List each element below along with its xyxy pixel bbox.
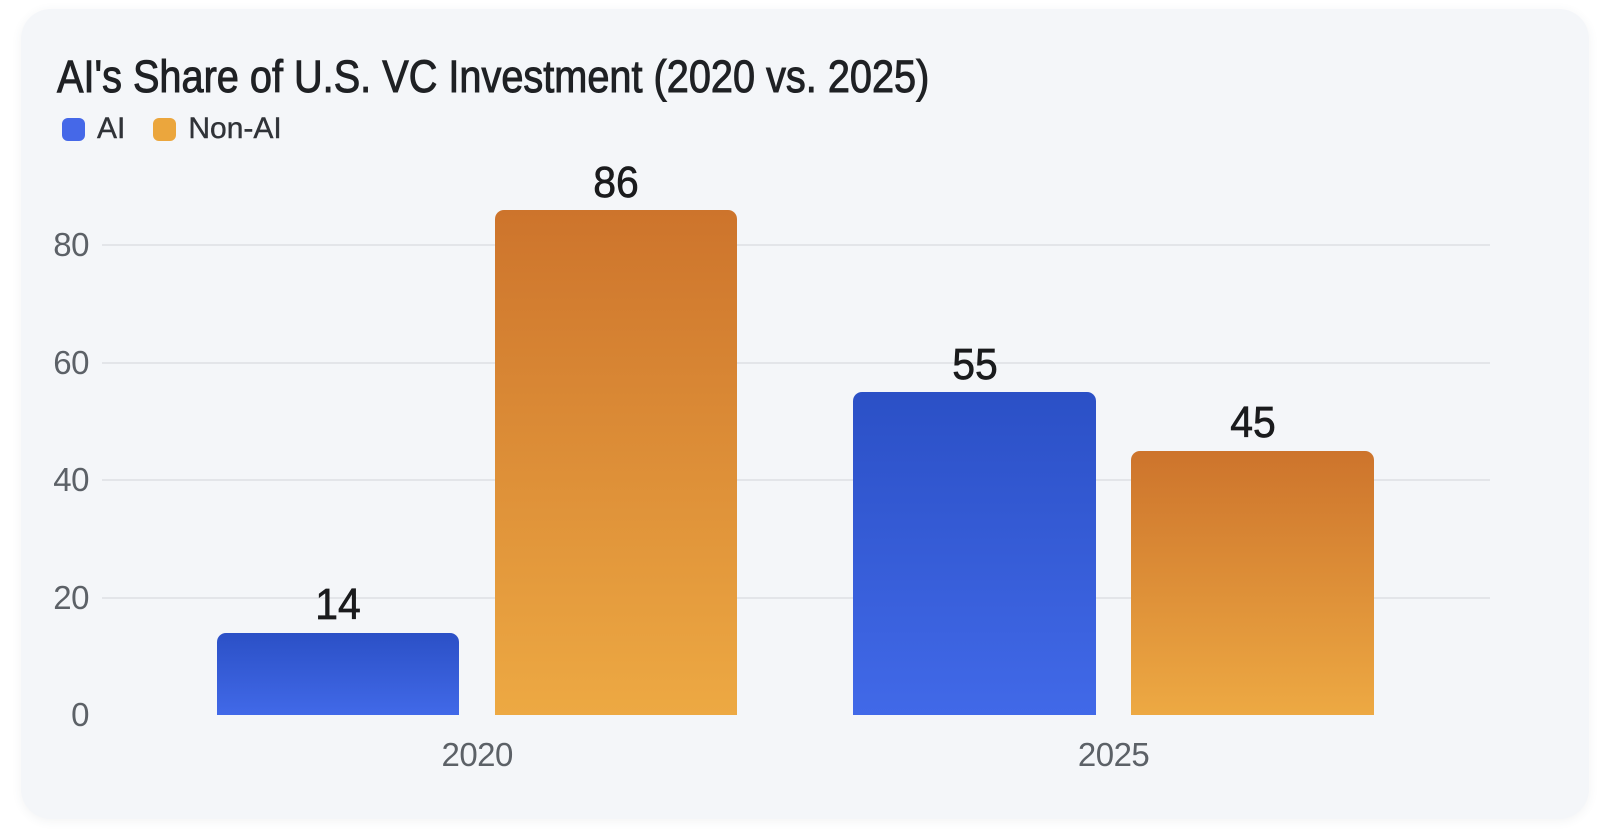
bar-non-ai-2025[interactable] xyxy=(1131,450,1374,715)
value-label-non-ai-2025: 45 xyxy=(1229,398,1276,448)
gridline-y80 xyxy=(102,244,1490,247)
legend-label: AI xyxy=(97,112,126,145)
legend-item-non-ai[interactable]: Non-AI xyxy=(153,112,282,145)
legend-item-ai[interactable]: AI xyxy=(62,112,126,145)
gridline-y60 xyxy=(102,361,1490,364)
legend-swatch-icon xyxy=(62,117,85,141)
bar-ai-2020[interactable] xyxy=(216,632,460,715)
value-label-ai-2025: 55 xyxy=(951,339,998,389)
y-axis-tick-0: 0 xyxy=(71,696,89,733)
chart-title: AI's Share of U.S. VC Investment (2020 v… xyxy=(57,51,930,103)
y-axis-tick-20: 20 xyxy=(53,578,89,616)
value-label-non-ai-2020: 86 xyxy=(593,157,639,207)
y-axis-tick-40: 40 xyxy=(53,461,89,499)
gridline-y40 xyxy=(102,479,1490,482)
x-axis-label-2025: 2025 xyxy=(1077,736,1150,773)
y-axis-tick-80: 80 xyxy=(53,226,89,264)
x-axis-label-2020: 2020 xyxy=(441,736,513,773)
value-label-ai-2020: 14 xyxy=(315,580,361,630)
y-axis-tick-60: 60 xyxy=(53,343,89,381)
chart-legend: AI Non-AI xyxy=(62,112,282,145)
bar-ai-2025[interactable] xyxy=(853,392,1096,715)
gridline-y20 xyxy=(102,596,1490,599)
bar-non-ai-2020[interactable] xyxy=(494,210,738,715)
legend-swatch-icon xyxy=(153,117,177,141)
legend-label: Non-AI xyxy=(188,112,282,145)
